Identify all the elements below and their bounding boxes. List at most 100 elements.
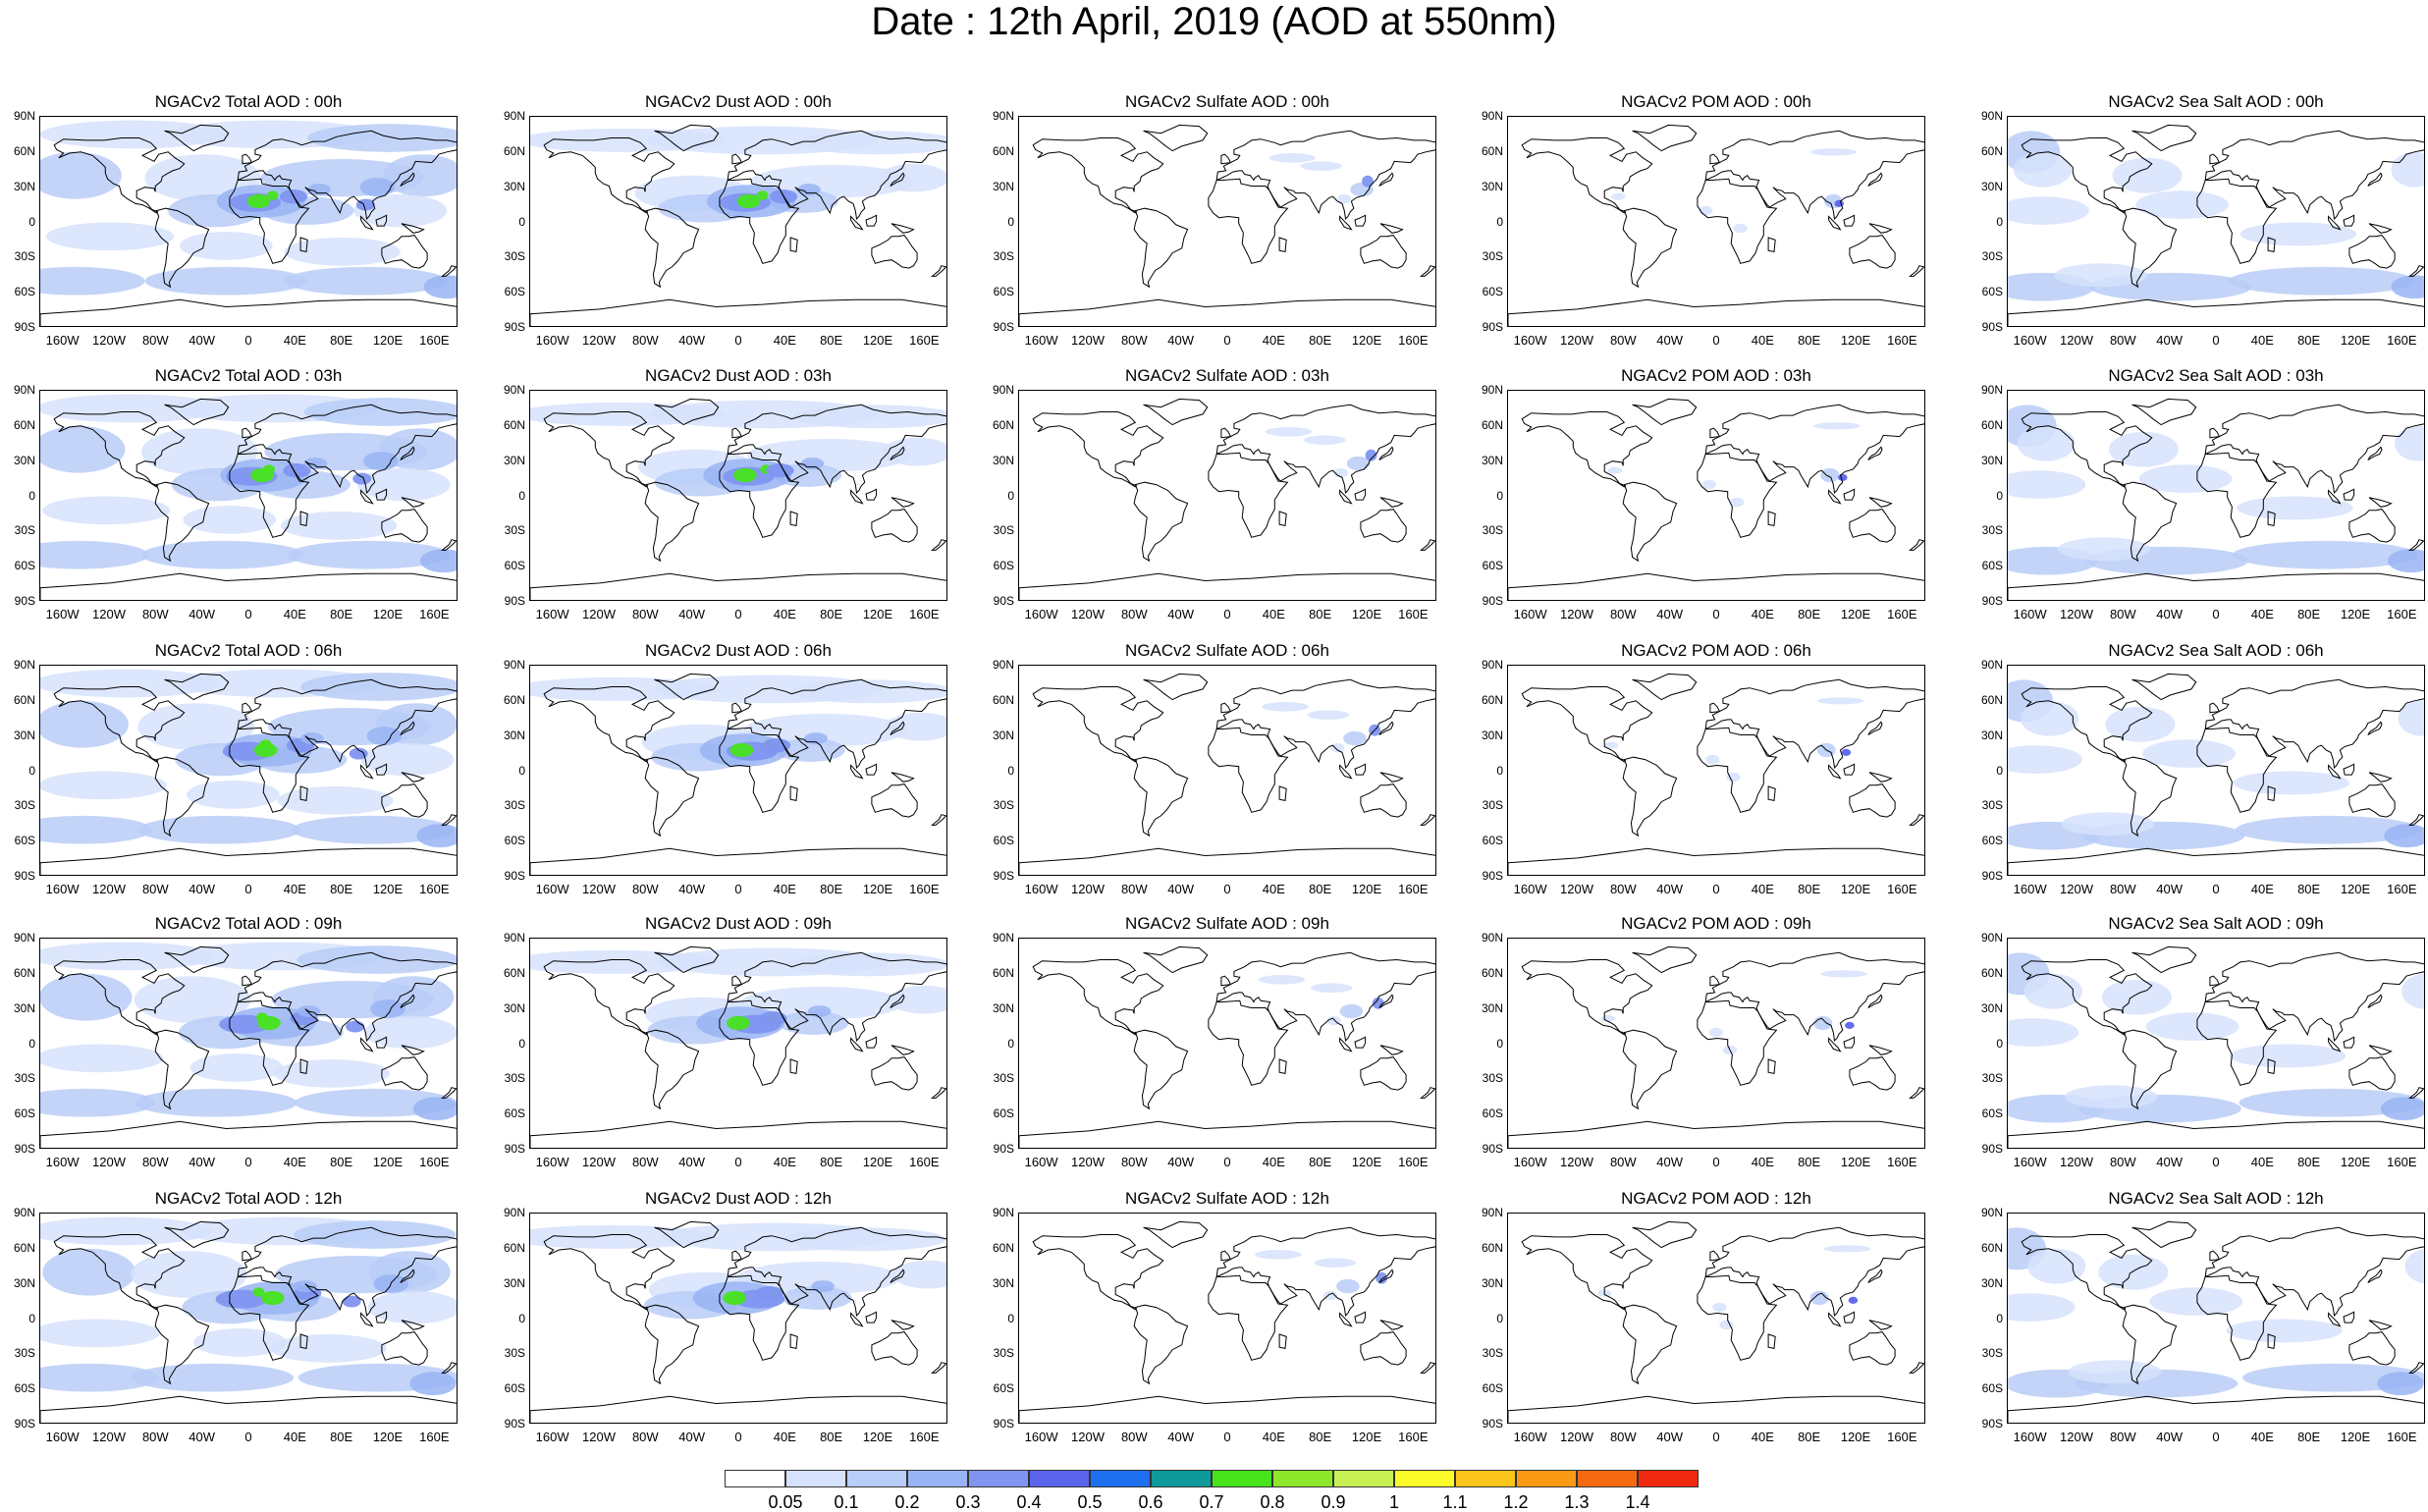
lon-tick-label: 80E	[1798, 1155, 1821, 1169]
coastline	[931, 814, 946, 826]
lon-tick-label: 80W	[1609, 607, 1637, 621]
coastline	[1767, 511, 1776, 527]
coastline	[1849, 1056, 1896, 1091]
aod-contour-blob	[879, 163, 946, 192]
map-panel-pom-06h	[1507, 665, 1925, 876]
coastline	[1508, 1120, 1924, 1148]
coastline	[865, 214, 878, 227]
coastline	[1378, 994, 1394, 1008]
map-panel-pom-00h	[1507, 116, 1925, 327]
lon-tick-label: 40E	[283, 333, 306, 348]
lat-tick-label: 30N	[992, 1000, 1014, 1015]
lon-tick-label: 160E	[2387, 1430, 2417, 1444]
lon-tick-label: 0	[244, 333, 252, 348]
lon-tick-label: 80E	[2297, 333, 2321, 348]
coastline	[1767, 1333, 1776, 1350]
coastline	[242, 427, 253, 439]
aod-contour-blob	[40, 942, 216, 971]
lon-tick-label: 40W	[678, 1155, 706, 1169]
lon-tick-label: 80W	[2109, 607, 2136, 621]
lat-tick-label: 30N	[992, 728, 1014, 742]
coastline	[731, 1250, 743, 1262]
coastline	[1379, 1320, 1404, 1330]
aod-contour-blob	[2017, 425, 2076, 461]
lat-tick-label: 90N	[503, 109, 525, 123]
coastline	[890, 994, 905, 1008]
colorbar-label: 1.4	[1625, 1492, 1650, 1512]
lat-tick-label: 30S	[1981, 523, 2003, 538]
aod-contour-blob	[2387, 549, 2424, 573]
lon-tick-label: 40E	[1262, 607, 1285, 621]
aod-contour-blob	[1333, 467, 1348, 478]
coastline	[2204, 404, 2424, 494]
aod-contour-blob	[736, 193, 761, 209]
coastline	[40, 298, 457, 326]
map-panel-dust-00h	[529, 116, 947, 327]
sulfate-aod-field-map	[1019, 1220, 1435, 1423]
pom-aod-field-map	[1508, 1220, 1924, 1423]
aod-contour-blob	[42, 496, 171, 525]
lat-tick-label: 60S	[993, 559, 1014, 573]
lat-tick-label: 30S	[1981, 249, 2003, 264]
coastline	[2204, 678, 2424, 769]
lon-tick-label: 0	[734, 882, 742, 896]
lon-tick-label: 0	[1223, 882, 1231, 896]
lon-tick-label: 120E	[1351, 882, 1382, 896]
lon-tick-label: 120E	[2340, 882, 2371, 896]
coastline	[1215, 404, 1435, 494]
lon-tick-label: 80E	[820, 1430, 843, 1444]
lon-tick-label: 40E	[283, 1430, 306, 1444]
aod-contour-blob	[1607, 466, 1622, 474]
lon-tick-label: 160E	[419, 1430, 450, 1444]
coastline	[2267, 1058, 2276, 1075]
coastline	[2008, 572, 2424, 600]
coastline	[1828, 764, 1842, 780]
coastline	[654, 1220, 720, 1249]
aod-contour-blob	[2068, 1360, 2162, 1384]
panel-title: NGACv2 POM AOD : 09h	[1621, 914, 1811, 933]
lon-tick-label: 0	[734, 607, 742, 621]
lon-tick-label: 40W	[678, 607, 706, 621]
lat-tick-label: 90N	[1481, 109, 1503, 123]
coastline	[229, 1274, 310, 1361]
map-panel-seasalt-09h	[2007, 938, 2425, 1149]
aod-contour-blob	[2384, 824, 2424, 848]
aod-contour-blob	[273, 1059, 391, 1088]
lon-tick-label: 80W	[1120, 1155, 1148, 1169]
aod-contour-blob	[300, 732, 324, 745]
aod-contour-blob	[40, 120, 227, 149]
lat-tick-label: 0	[1996, 1036, 2003, 1051]
lat-tick-label: 60S	[504, 1381, 525, 1396]
coastline	[1278, 511, 1287, 527]
lon-tick-label: 160E	[1398, 1155, 1429, 1169]
aod-contour-blob	[131, 1363, 294, 1392]
coastline	[1354, 488, 1367, 501]
lon-tick-label: 80W	[1120, 882, 1148, 896]
aod-contour-blob	[1314, 1258, 1357, 1268]
aod-contour-blob	[284, 238, 401, 266]
lat-tick-label: 90N	[503, 931, 525, 945]
coastline	[1019, 572, 1435, 600]
coastline	[360, 215, 374, 231]
coastline	[360, 1037, 374, 1053]
lon-tick-label: 0	[244, 882, 252, 896]
map-panel-pom-12h	[1507, 1213, 1925, 1424]
colorbar-label: 0.7	[1199, 1492, 1224, 1512]
map-panel-dust-03h	[529, 390, 947, 601]
coastline	[1709, 1250, 1721, 1262]
coastline	[1220, 975, 1232, 987]
coastline	[865, 1036, 878, 1049]
coastline	[727, 678, 946, 769]
lat-tick-label: 60N	[1481, 965, 1503, 980]
coastline	[1632, 124, 1698, 152]
aod-contour-blob	[759, 1011, 787, 1026]
lat-tick-label: 90N	[503, 1206, 525, 1219]
aod-contour-blob	[412, 1097, 457, 1121]
lat-tick-label: 0	[518, 214, 525, 229]
coastline	[1143, 124, 1209, 152]
lon-tick-label: 160E	[1398, 882, 1429, 896]
aod-contour-blob	[357, 467, 451, 502]
coastline	[237, 678, 457, 769]
lon-tick-label: 80E	[2297, 1430, 2321, 1444]
aod-contour-blob	[1262, 702, 1309, 712]
